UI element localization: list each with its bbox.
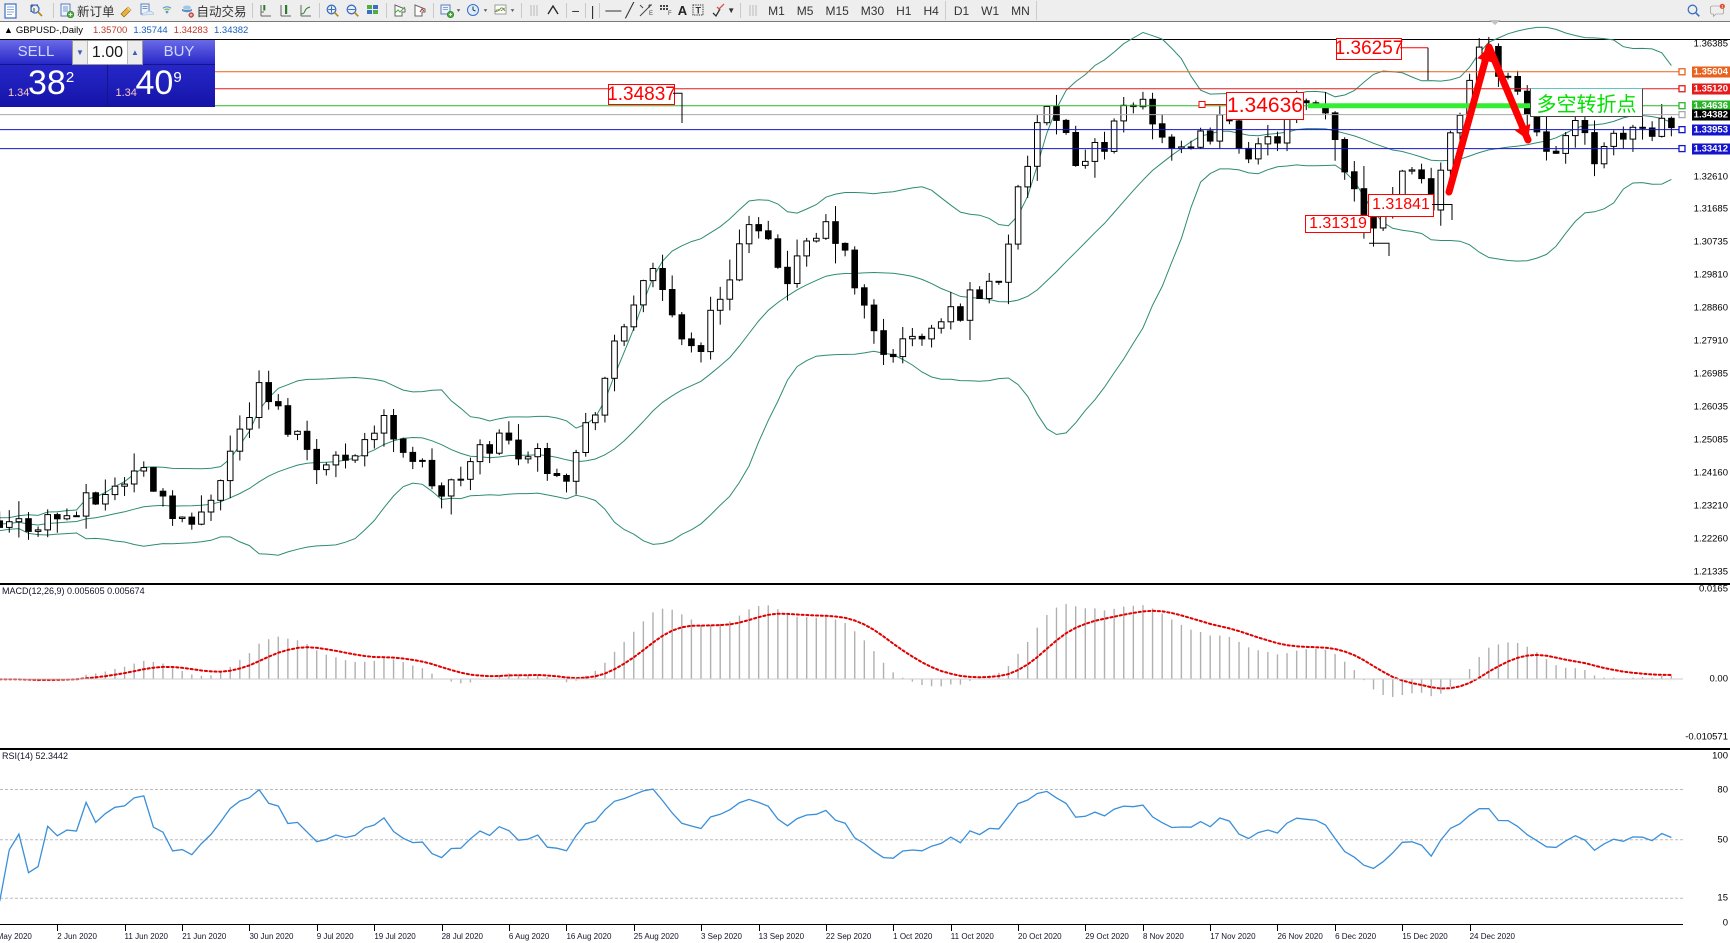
svg-text:E: E — [649, 11, 653, 17]
svg-text:F: F — [668, 11, 672, 17]
svg-text:T: T — [696, 5, 702, 15]
svg-text:1: 1 — [1721, 4, 1723, 8]
